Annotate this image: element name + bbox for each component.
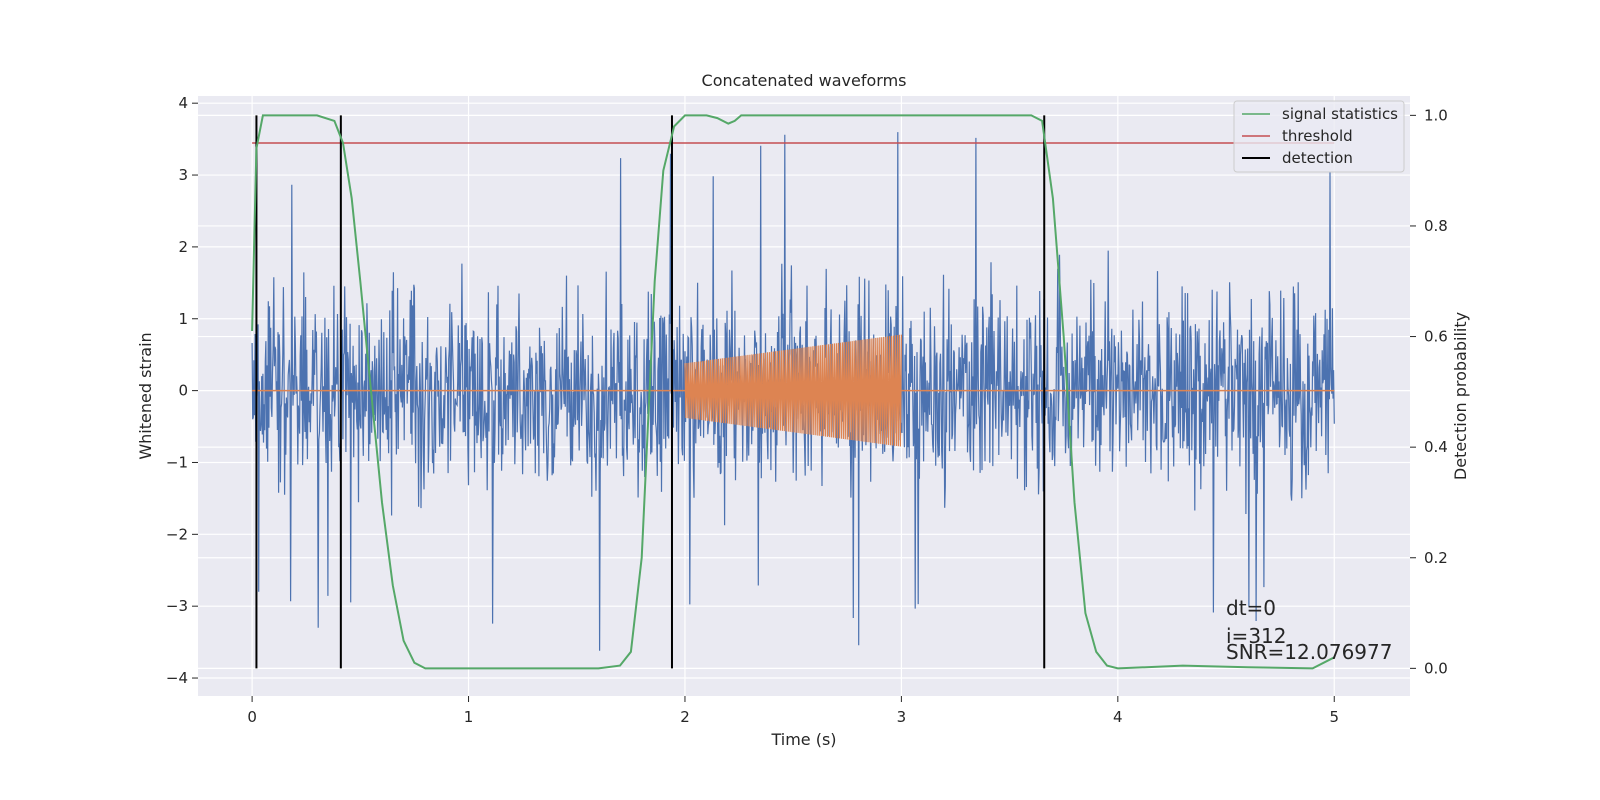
y-tick-label: 0 (178, 382, 188, 400)
noise-trace (251, 132, 1335, 651)
chart-title: Concatenated waveforms (702, 71, 907, 90)
annotation-index: i=312 (1226, 624, 1287, 648)
y-tick-label-right: 0.8 (1424, 217, 1448, 235)
y-tick-label: 4 (178, 94, 188, 112)
y-tick-label-right: 1.0 (1424, 106, 1448, 124)
injection-chirp (684, 334, 902, 447)
x-tick-label: 5 (1329, 708, 1339, 726)
y-tick-label: −3 (166, 597, 188, 615)
legend-label-threshold: threshold (1282, 127, 1353, 145)
x-ticks: 0 1 2 3 4 5 (247, 696, 1339, 726)
y-axis-label-right: Detection probability (1451, 312, 1470, 480)
y-tick-label: 2 (178, 238, 188, 256)
annotation-snr: SNR=12.076977 (1226, 640, 1392, 664)
y-tick-label-right: 0.2 (1424, 549, 1448, 567)
y-tick-label: 3 (178, 166, 188, 184)
x-tick-label: 0 (247, 708, 257, 726)
legend-label-signal-statistics: signal statistics (1282, 105, 1398, 123)
y-axis-label: Whitened strain (136, 332, 155, 459)
y-tick-label-right: 0.4 (1424, 438, 1448, 456)
y-tick-label: −2 (166, 525, 188, 543)
plot-series (251, 114, 1335, 670)
x-tick-label: 1 (464, 708, 474, 726)
annotation-dt: dt=0 (1226, 596, 1276, 620)
x-tick-label: 3 (897, 708, 907, 726)
signal-statistics-line (251, 114, 1335, 670)
y-tick-label: 1 (178, 310, 188, 328)
legend-box (1233, 100, 1405, 173)
y-tick-label: −1 (166, 453, 188, 471)
left-y-ticks: 4 3 2 1 0 −1 −2 −3 −4 (166, 94, 198, 687)
x-tick-label: 2 (680, 708, 690, 726)
y-tick-label-right: 0.6 (1424, 328, 1448, 346)
y-tick-label-right: 0.0 (1424, 659, 1448, 677)
right-y-ticks: 1.0 0.8 0.6 0.4 0.2 0.0 (1410, 106, 1448, 677)
y-tick-label: −4 (166, 669, 188, 687)
x-tick-label: 4 (1113, 708, 1123, 726)
x-axis-label: Time (s) (770, 730, 836, 749)
legend: signal statistics threshold detection (1233, 100, 1405, 173)
legend-label-detection: detection (1282, 149, 1353, 167)
